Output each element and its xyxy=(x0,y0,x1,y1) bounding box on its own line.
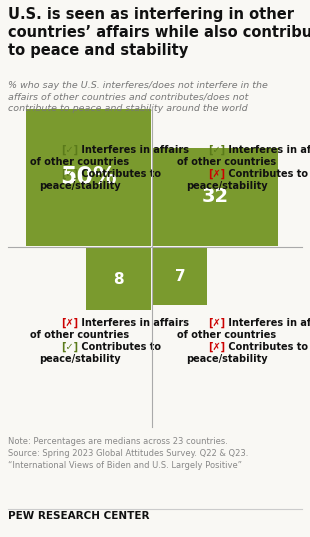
Text: [✓]: [✓] xyxy=(61,342,78,352)
Text: of other countries: of other countries xyxy=(30,157,130,167)
Text: [✓]: [✓] xyxy=(61,145,78,155)
Text: 7: 7 xyxy=(175,269,185,284)
Bar xyxy=(153,148,278,246)
Text: [✗]: [✗] xyxy=(208,169,225,179)
Text: [✗]: [✗] xyxy=(208,318,225,328)
Text: Contributes to: Contributes to xyxy=(78,169,161,179)
Text: [✓]: [✓] xyxy=(61,169,78,179)
Text: Interferes in affairs: Interferes in affairs xyxy=(225,318,310,328)
Text: peace/stability: peace/stability xyxy=(39,354,121,364)
Text: [✗]: [✗] xyxy=(61,318,78,328)
Text: peace/stability: peace/stability xyxy=(39,181,121,191)
Text: of other countries: of other countries xyxy=(177,330,277,340)
Text: 32: 32 xyxy=(202,187,229,207)
Text: of other countries: of other countries xyxy=(30,330,130,340)
Text: peace/stability: peace/stability xyxy=(186,181,268,191)
Text: Interferes in affairs: Interferes in affairs xyxy=(225,145,310,155)
Text: U.S. is seen as interfering in other
countries’ affairs while also contributing
: U.S. is seen as interfering in other cou… xyxy=(8,7,310,58)
Text: [✗]: [✗] xyxy=(208,342,225,352)
Text: Contributes to: Contributes to xyxy=(78,342,161,352)
Text: 50%: 50% xyxy=(60,165,117,190)
Bar xyxy=(153,248,207,305)
Text: of other countries: of other countries xyxy=(177,157,277,167)
Bar xyxy=(26,109,151,246)
Text: Interferes in affairs: Interferes in affairs xyxy=(78,145,189,155)
Bar xyxy=(86,248,151,310)
Text: Contributes to: Contributes to xyxy=(225,169,308,179)
Text: PEW RESEARCH CENTER: PEW RESEARCH CENTER xyxy=(8,511,149,521)
Text: [✓]: [✓] xyxy=(208,145,225,155)
Text: % who say the U.S. interferes/does not interfere in the
affairs of other countri: % who say the U.S. interferes/does not i… xyxy=(8,81,268,113)
Text: Interferes in affairs: Interferes in affairs xyxy=(78,318,189,328)
Text: Note: Percentages are medians across 23 countries.
Source: Spring 2023 Global At: Note: Percentages are medians across 23 … xyxy=(8,437,248,469)
Text: 8: 8 xyxy=(113,272,124,287)
Text: Contributes to: Contributes to xyxy=(225,342,308,352)
Text: peace/stability: peace/stability xyxy=(186,354,268,364)
